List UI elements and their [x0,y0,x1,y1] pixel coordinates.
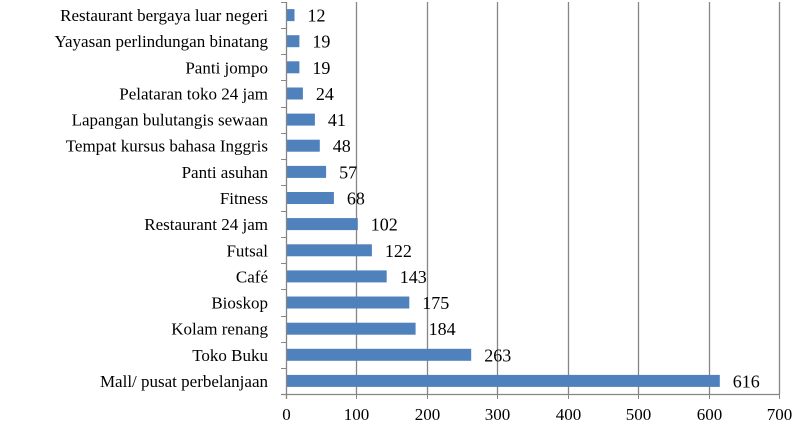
bar [286,218,358,231]
category-label: Pelataran toko 24 jam [119,85,268,104]
x-tick-label: 700 [767,405,793,424]
bar [286,9,295,22]
value-label: 24 [316,84,334,104]
value-label: 175 [422,293,449,313]
bar [286,348,472,361]
bar [286,270,387,283]
bar [286,192,334,204]
category-label: Yayasan perlindungan binatang [54,32,268,51]
grid-lines [355,2,781,394]
bar [286,296,410,309]
bar [286,61,300,74]
value-label: 122 [385,241,412,261]
x-tick-label: 200 [415,405,441,424]
category-label: Panti asuhan [182,163,269,182]
category-label: Tempat kursus bahasa Inggris [66,137,268,156]
category-label: Fitness [220,189,268,208]
bar [286,165,327,178]
x-tick-label: 0 [282,405,291,424]
category-label: Futsal [226,241,268,260]
value-label: 68 [347,189,365,209]
value-label: 19 [312,58,330,78]
x-tick-label: 400 [556,405,582,424]
value-label: 12 [308,6,326,26]
x-tick-label: 100 [344,405,370,424]
category-label: Toko Buku [192,346,268,365]
category-label: Restaurant bergaya luar negeri [60,6,268,25]
x-tick-label: 300 [485,405,511,424]
value-label: 143 [400,267,427,287]
category-label: Restaurant 24 jam [144,215,268,234]
category-label: Café [236,267,268,286]
bars [286,9,720,387]
category-label: Kolam renang [171,320,268,339]
value-label: 616 [733,371,760,391]
bar [286,322,416,335]
x-tick-label: 500 [626,405,652,424]
value-label: 184 [429,319,456,339]
bar [286,139,320,152]
value-label: 19 [312,32,330,52]
category-label: Lapangan bulutangis sewaan [72,111,269,130]
value-label: 57 [339,162,357,182]
category-label: Bioskop [211,294,268,313]
x-tick-label: 600 [697,405,723,424]
category-label: Panti jompo [185,58,268,77]
value-label: 48 [333,136,351,156]
axes [281,2,780,399]
x-tick-labels: 0 100 200 300 400 500 600 700 [282,405,792,424]
value-label: 102 [371,215,398,235]
bar [286,35,300,48]
value-label: 263 [484,345,511,365]
bar [286,87,303,100]
bar [286,374,720,387]
category-labels: Restaurant bergaya luar negeri Yayasan pe… [54,6,268,391]
category-label: Mall/ pusat perbelanjaan [100,372,269,391]
bar [286,244,372,257]
bar [286,113,315,126]
value-label: 41 [328,110,346,130]
value-labels: 12 19 19 24 41 48 57 68 102 122 143 175 184 263 616 [308,6,760,392]
